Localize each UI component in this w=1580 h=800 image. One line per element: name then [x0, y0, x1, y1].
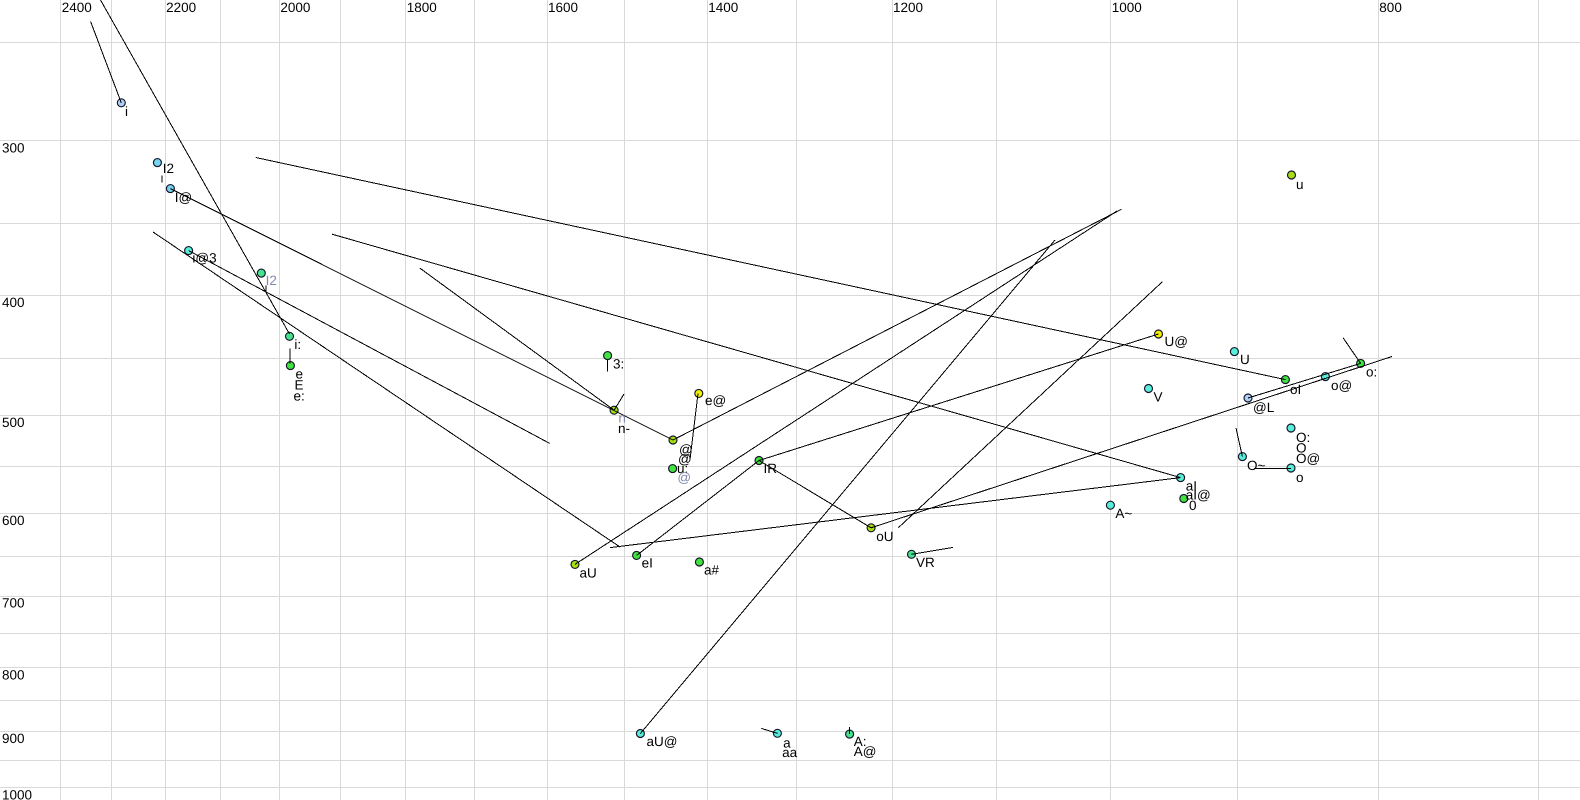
svg-text:500: 500: [2, 415, 25, 430]
svg-text:I@: I@: [175, 190, 192, 205]
svg-text:1000: 1000: [1112, 0, 1142, 15]
svg-text:I2: I2: [163, 161, 174, 176]
svg-text:300: 300: [2, 140, 25, 155]
svg-text:O@: O@: [1296, 451, 1320, 466]
svg-text:eI: eI: [642, 556, 653, 571]
svg-text:u:: u:: [677, 461, 688, 476]
svg-text:aI: aI: [1186, 479, 1197, 494]
svg-text:o:: o:: [1366, 365, 1377, 380]
svg-text:IR: IR: [764, 461, 778, 476]
svg-text:n: n: [618, 411, 626, 426]
svg-text:@: @: [677, 470, 691, 485]
svg-text:O~: O~: [1247, 458, 1266, 473]
svg-text:1200: 1200: [893, 0, 923, 15]
svg-text:i@3: i@3: [192, 251, 216, 266]
svg-text:o@: o@: [1331, 378, 1352, 393]
svg-text:i:: i:: [294, 337, 301, 352]
svg-text:1000: 1000: [2, 787, 32, 800]
svg-text:n-: n-: [618, 421, 630, 436]
svg-text:i: i: [125, 104, 128, 119]
svg-text:700: 700: [2, 596, 25, 611]
svg-text:a#: a#: [704, 563, 720, 578]
svg-text:aU@: aU@: [647, 734, 678, 749]
svg-text:aU: aU: [580, 566, 597, 581]
svg-text:a: a: [783, 735, 791, 750]
svg-text:1600: 1600: [548, 0, 578, 15]
svg-text:800: 800: [2, 668, 25, 683]
svg-text:O:: O:: [1296, 430, 1310, 445]
svg-text:VR: VR: [916, 555, 935, 570]
svg-text:U@: U@: [1165, 334, 1188, 349]
svg-text:oI: oI: [1290, 382, 1301, 397]
svg-text:I2: I2: [266, 273, 277, 288]
svg-text:600: 600: [2, 513, 25, 528]
svg-text:@: @: [678, 452, 692, 467]
svg-text:@: @: [679, 442, 693, 457]
svg-text:1800: 1800: [407, 0, 437, 15]
svg-text:800: 800: [1379, 0, 1402, 15]
svg-text:3:: 3:: [613, 357, 624, 372]
svg-text:900: 900: [2, 731, 25, 746]
svg-text:e: e: [296, 367, 304, 382]
svg-text:O: O: [1296, 441, 1307, 456]
svg-text:A~: A~: [1115, 506, 1132, 521]
svg-text:e:: e:: [294, 389, 305, 404]
svg-text:U: U: [1240, 352, 1250, 367]
svg-text:aI@: aI@: [1186, 488, 1211, 503]
svg-text:A@: A@: [854, 744, 877, 759]
svg-text:1400: 1400: [708, 0, 738, 15]
svg-text:A:: A:: [854, 734, 867, 749]
svg-text:aa: aa: [782, 745, 798, 760]
svg-text:E: E: [295, 378, 304, 393]
svg-text:V: V: [1154, 390, 1163, 405]
svg-text:2200: 2200: [166, 0, 196, 15]
svg-text:e@: e@: [705, 393, 726, 408]
svg-text:@L: @L: [1253, 400, 1275, 415]
svg-text:oU: oU: [876, 529, 893, 544]
svg-text:0: 0: [1189, 498, 1197, 513]
svg-text:2000: 2000: [280, 0, 310, 15]
svg-text:u: u: [1296, 177, 1304, 192]
svg-text:2400: 2400: [62, 0, 92, 15]
svg-text:o: o: [1296, 470, 1304, 485]
svg-text:400: 400: [2, 295, 25, 310]
